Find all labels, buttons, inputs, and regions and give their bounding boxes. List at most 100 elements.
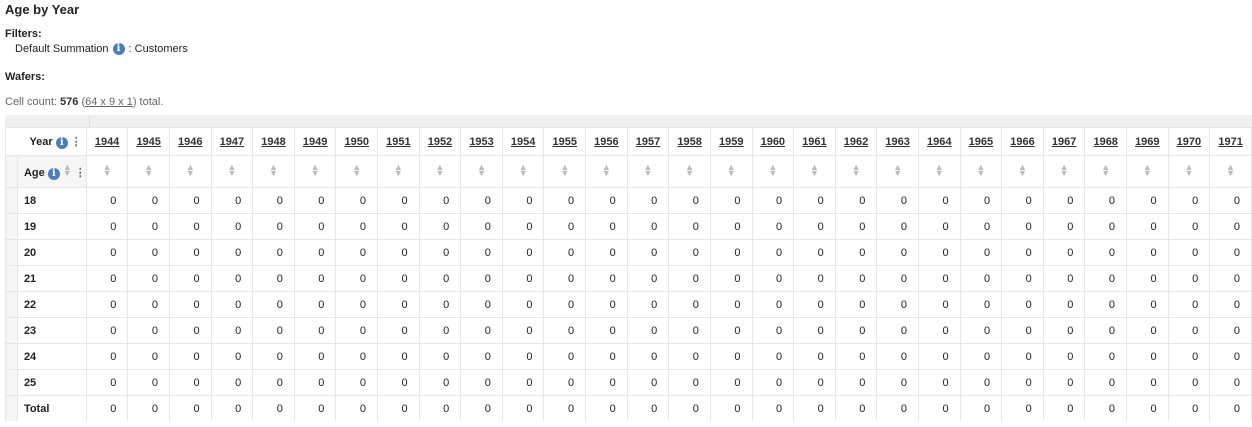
year-column-header[interactable]: 1953 xyxy=(460,127,503,156)
sort-icon[interactable]: ▲ ▼ xyxy=(477,162,487,178)
table-cell: 0 xyxy=(1126,187,1169,214)
table-cell: 0 xyxy=(210,187,254,214)
sort-icon[interactable]: ▲ ▼ xyxy=(518,162,528,178)
year-column-header[interactable]: 1946 xyxy=(168,127,212,156)
sort-icon[interactable]: ▲ ▼ xyxy=(227,162,237,178)
year-column-header[interactable]: 1966 xyxy=(1001,127,1044,156)
year-column-header[interactable]: 1958 xyxy=(668,127,711,156)
table-cell: 0 xyxy=(834,317,878,344)
table-cell: 0 xyxy=(793,317,836,344)
year-column-header[interactable]: 1963 xyxy=(876,127,919,156)
year-column-header[interactable]: 1949 xyxy=(293,127,337,156)
table-cell: 0 xyxy=(1001,395,1044,421)
table-cell: 0 xyxy=(85,291,129,318)
year-column-header[interactable]: 1965 xyxy=(959,127,1003,156)
table-cell: 0 xyxy=(709,187,753,214)
row-header: 22 xyxy=(16,291,87,318)
sort-icon[interactable]: ▲ ▼ xyxy=(768,162,778,178)
sort-icon[interactable]: ▲ ▼ xyxy=(1101,162,1111,178)
table-cell: 0 xyxy=(959,187,1003,214)
table-cell: 0 xyxy=(1084,239,1127,266)
table-cell: 0 xyxy=(1209,343,1252,370)
sort-icon[interactable]: ▲ ▼ xyxy=(726,162,736,178)
year-column-header[interactable]: 1960 xyxy=(751,127,795,156)
year-column-header[interactable]: 1947 xyxy=(210,127,254,156)
sort-icon[interactable]: ▲ ▼ xyxy=(393,162,403,178)
table-cell: 0 xyxy=(543,343,587,370)
column-sort-cell: ▲ ▼ xyxy=(709,155,753,188)
year-column-header[interactable]: 1970 xyxy=(1167,127,1211,156)
table-cell: 0 xyxy=(543,369,587,396)
year-column-header[interactable]: 1969 xyxy=(1126,127,1169,156)
more-options-icon[interactable]: ⋮ xyxy=(70,135,82,148)
info-icon[interactable]: i xyxy=(112,43,125,55)
sort-icon[interactable]: ▲ ▼ xyxy=(1018,162,1027,178)
cell-count-suffix: ) total. xyxy=(132,96,164,108)
year-column-header[interactable]: 1968 xyxy=(1084,127,1127,156)
year-column-header[interactable]: 1962 xyxy=(834,127,878,156)
sort-icon[interactable]: ▲ ▼ xyxy=(102,162,112,178)
table-cell: 0 xyxy=(876,395,919,421)
table-cell: 0 xyxy=(626,239,670,266)
year-column-header[interactable]: 1957 xyxy=(626,127,670,156)
table-cell: 0 xyxy=(418,317,462,344)
table-cell: 0 xyxy=(793,239,836,266)
sort-icon[interactable]: ▲ ▼ xyxy=(809,162,819,178)
sort-icon[interactable]: ▲ ▼ xyxy=(352,162,362,178)
year-column-header[interactable]: 1950 xyxy=(335,127,379,156)
table-cell: 0 xyxy=(210,369,254,396)
sort-icon[interactable]: ▲ ▼ xyxy=(601,162,611,178)
table-cell: 0 xyxy=(501,395,545,421)
year-column-header[interactable]: 1964 xyxy=(917,127,961,156)
table-cell: 0 xyxy=(418,213,462,240)
year-column-header[interactable]: 1961 xyxy=(793,127,836,156)
sort-icon[interactable]: ▲ ▼ xyxy=(560,162,570,178)
table-cell: 0 xyxy=(1084,343,1127,370)
sort-icon[interactable]: ▲ ▼ xyxy=(269,162,278,178)
table-cell: 0 xyxy=(460,343,503,370)
sort-icon[interactable]: ▲ ▼ xyxy=(1059,162,1069,178)
row-header: 18 xyxy=(16,187,87,214)
year-column-header[interactable]: 1945 xyxy=(127,127,170,156)
table-cell: 0 xyxy=(959,343,1003,370)
year-column-header[interactable]: 1959 xyxy=(709,127,753,156)
year-column-header[interactable]: 1944 xyxy=(85,127,129,156)
column-sort-cell: ▲ ▼ xyxy=(293,155,337,188)
sort-icon[interactable]: ▲ ▼ xyxy=(893,162,903,178)
sort-icon[interactable]: ▲ ▼ xyxy=(62,161,72,178)
year-column-header[interactable]: 1948 xyxy=(252,127,295,156)
table-cell: 0 xyxy=(709,213,753,240)
sort-icon[interactable]: ▲ ▼ xyxy=(1184,162,1194,178)
table-cell: 0 xyxy=(335,317,379,344)
sort-icon[interactable]: ▲ ▼ xyxy=(435,162,445,178)
year-column-header[interactable]: 1956 xyxy=(585,127,628,156)
info-icon[interactable]: i xyxy=(55,136,68,149)
sort-icon[interactable]: ▲ ▼ xyxy=(310,162,320,178)
year-column-header[interactable]: 1952 xyxy=(418,127,462,156)
table-cell: 0 xyxy=(335,265,379,292)
table-cell: 0 xyxy=(210,343,254,370)
table-cell: 0 xyxy=(127,317,170,344)
year-column-header[interactable]: 1967 xyxy=(1042,127,1086,156)
sort-icon[interactable]: ▲ ▼ xyxy=(185,162,195,178)
info-icon[interactable]: i xyxy=(47,167,60,180)
cell-count-dims-link[interactable]: 64 x 9 x 1 xyxy=(85,96,133,108)
sort-icon[interactable]: ▲ ▼ xyxy=(1226,162,1236,178)
table-cell: 0 xyxy=(543,265,587,292)
table-cell: 0 xyxy=(1001,291,1044,318)
column-sort-cell: ▲ ▼ xyxy=(1001,155,1044,188)
sort-icon[interactable]: ▲ ▼ xyxy=(144,162,154,178)
year-column-header[interactable]: 1954 xyxy=(501,127,545,156)
year-column-header[interactable]: 1955 xyxy=(543,127,587,156)
year-column-header[interactable]: 1951 xyxy=(377,127,420,156)
sort-icon[interactable]: ▲ ▼ xyxy=(851,162,861,178)
sort-icon[interactable]: ▲ ▼ xyxy=(1142,162,1152,178)
sort-icon[interactable]: ▲ ▼ xyxy=(934,162,944,178)
table-cell: 0 xyxy=(501,369,545,396)
more-options-icon[interactable]: ⋮ xyxy=(74,166,86,179)
sort-icon[interactable]: ▲ ▼ xyxy=(643,162,653,178)
sort-icon[interactable]: ▲ ▼ xyxy=(685,162,695,178)
year-column-header[interactable]: 1971 xyxy=(1209,127,1252,156)
gutter xyxy=(5,239,18,266)
sort-icon[interactable]: ▲ ▼ xyxy=(976,162,986,178)
